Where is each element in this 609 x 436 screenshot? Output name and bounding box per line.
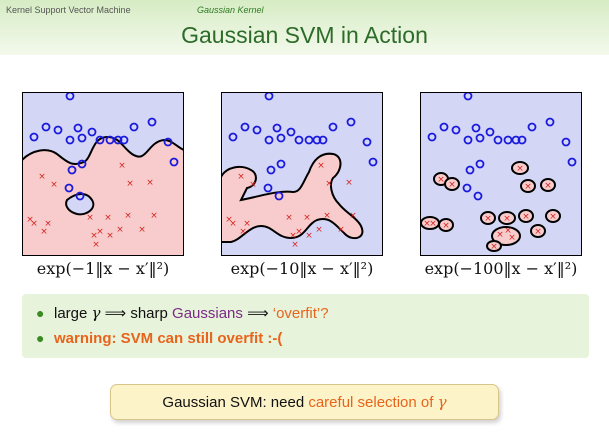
negative-points: ××× × ×× × ×× × × × × ×× ×× × × [26, 161, 158, 250]
svg-text:×: × [30, 219, 38, 229]
svg-text:×: × [345, 178, 353, 188]
svg-text:×: × [349, 211, 357, 221]
svg-text:×: × [337, 225, 345, 235]
negative-region [22, 135, 184, 256]
svg-text:×: × [104, 213, 112, 223]
svg-text:×: × [106, 231, 114, 241]
svg-text:×: × [118, 161, 126, 171]
svg-text:×: × [229, 219, 237, 229]
svg-text:×: × [448, 180, 456, 190]
svg-text:×: × [124, 211, 132, 221]
svg-text:×: × [150, 211, 158, 221]
breadcrumb-section[interactable]: Kernel Support Vector Machine [6, 5, 131, 15]
svg-text:×: × [484, 214, 492, 224]
svg-text:×: × [291, 240, 299, 250]
svg-text:×: × [305, 231, 313, 241]
svg-text:×: × [516, 164, 524, 174]
svg-text:×: × [90, 231, 98, 241]
svg-text:×: × [44, 219, 52, 229]
svg-text:×: × [508, 233, 516, 243]
svg-text:×: × [544, 181, 552, 191]
svg-text:×: × [138, 225, 146, 235]
kernel-formula-gamma-1: exp(−1‖x − x′‖²) [36, 259, 170, 278]
kernel-formula-gamma-100: exp(−100‖x − x′‖²) [424, 259, 578, 278]
slide-title: Gaussian SVM in Action [181, 22, 428, 48]
svg-text:×: × [50, 180, 58, 190]
bullet-dot-icon: ● [36, 330, 45, 346]
svg-text:×: × [442, 221, 450, 231]
breadcrumb-subsection[interactable]: Gaussian Kernel [197, 5, 264, 15]
svg-text:×: × [289, 231, 297, 241]
svg-text:×: × [239, 227, 247, 237]
svg-text:×: × [295, 227, 303, 237]
svg-text:×: × [26, 215, 34, 225]
careful-selection-term: careful selection of [308, 394, 438, 411]
negative-points: ×× × × ×× × ×× × × × × ×× ×× [423, 164, 557, 252]
svg-text:×: × [524, 182, 532, 192]
svg-text:×: × [303, 213, 311, 223]
takeaway-note: Gaussian SVM: need careful selection of … [110, 384, 499, 420]
svg-text:×: × [522, 212, 530, 222]
negative-region-blob-top [221, 152, 364, 243]
svg-text:×: × [534, 227, 542, 237]
svg-text:×: × [325, 179, 333, 189]
svg-text:×: × [490, 242, 498, 252]
bullet-overfit: ● large γ ⟹ sharp Gaussians ⟹ ‘overfit’? [36, 304, 329, 322]
svg-text:×: × [504, 226, 512, 236]
svg-text:×: × [315, 225, 323, 235]
svg-text:×: × [437, 175, 445, 185]
svg-text:×: × [38, 172, 46, 182]
negative-points: ××× × ×× × ×× × × × × ×× ×× × × [225, 161, 357, 250]
positive-points [427, 92, 577, 201]
gaussians-term: Gaussians [172, 305, 243, 322]
svg-text:×: × [285, 213, 293, 223]
svg-text:×: × [237, 172, 245, 182]
positive-points [228, 92, 378, 201]
bullet-list-box: ● large γ ⟹ sharp Gaussians ⟹ ‘overfit’? … [22, 294, 589, 358]
svg-text:×: × [116, 225, 124, 235]
svg-text:×: × [40, 227, 48, 237]
svm-plot-gamma-100: × × × × × × × × × × × × × × × × × [420, 92, 582, 256]
overfit-term: ‘overfit’? [272, 305, 329, 322]
svg-text:×: × [549, 212, 557, 222]
svg-text:×: × [92, 240, 100, 250]
svg-text:×: × [126, 179, 134, 189]
svg-text:×: × [496, 230, 504, 240]
svg-text:×: × [429, 219, 437, 229]
svm-plot-gamma-10: × × × × × × × × × × × × × × × × × × × [221, 92, 383, 256]
bullet-warning: ● warning: SVM can still overfit :-( [36, 330, 283, 347]
bullet-dot-icon: ● [36, 305, 45, 321]
positive-points [29, 92, 179, 201]
svg-text:×: × [317, 161, 325, 171]
negative-region-islands [420, 161, 561, 252]
svg-text:×: × [96, 227, 104, 237]
svg-text:×: × [225, 215, 233, 225]
slide-header: Kernel Support Vector Machine Gaussian K… [0, 0, 609, 55]
svg-text:×: × [249, 180, 257, 190]
svg-text:×: × [323, 211, 331, 221]
svg-text:×: × [86, 213, 94, 223]
svg-text:×: × [146, 178, 154, 188]
kernel-formula-gamma-10: exp(−10‖x − x′‖²) [230, 259, 374, 278]
svg-text:×: × [503, 214, 511, 224]
svg-text:×: × [243, 219, 251, 229]
svm-plot-gamma-1: × × × × × × × × × × × × × × × × × × × [22, 92, 184, 256]
svg-text:×: × [423, 219, 431, 229]
